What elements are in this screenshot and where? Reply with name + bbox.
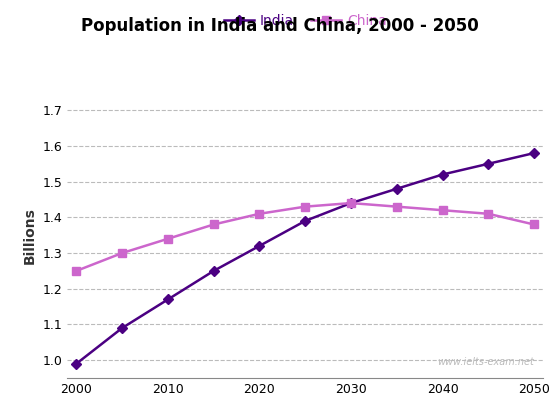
India — [485, 161, 492, 166]
China — [73, 268, 80, 273]
India — [348, 201, 354, 206]
China — [485, 211, 492, 216]
India — [393, 186, 400, 192]
China — [165, 236, 171, 241]
Text: Population in India and China, 2000 - 2050: Population in India and China, 2000 - 20… — [81, 17, 479, 35]
China — [439, 208, 446, 213]
Line: China: China — [73, 199, 538, 275]
China — [531, 222, 538, 227]
India — [302, 218, 309, 223]
India — [439, 172, 446, 177]
China — [348, 201, 354, 206]
India — [165, 297, 171, 302]
India — [73, 361, 80, 366]
Legend: India, China: India, China — [218, 8, 392, 33]
India — [119, 326, 125, 331]
China — [119, 250, 125, 255]
Text: www.ielts-exam.net: www.ielts-exam.net — [437, 357, 534, 367]
Y-axis label: Billions: Billions — [23, 207, 37, 264]
India — [531, 150, 538, 155]
India — [256, 244, 263, 249]
India — [211, 268, 217, 273]
China — [256, 211, 263, 216]
China — [302, 204, 309, 209]
Line: India: India — [73, 149, 538, 368]
China — [211, 222, 217, 227]
China — [393, 204, 400, 209]
